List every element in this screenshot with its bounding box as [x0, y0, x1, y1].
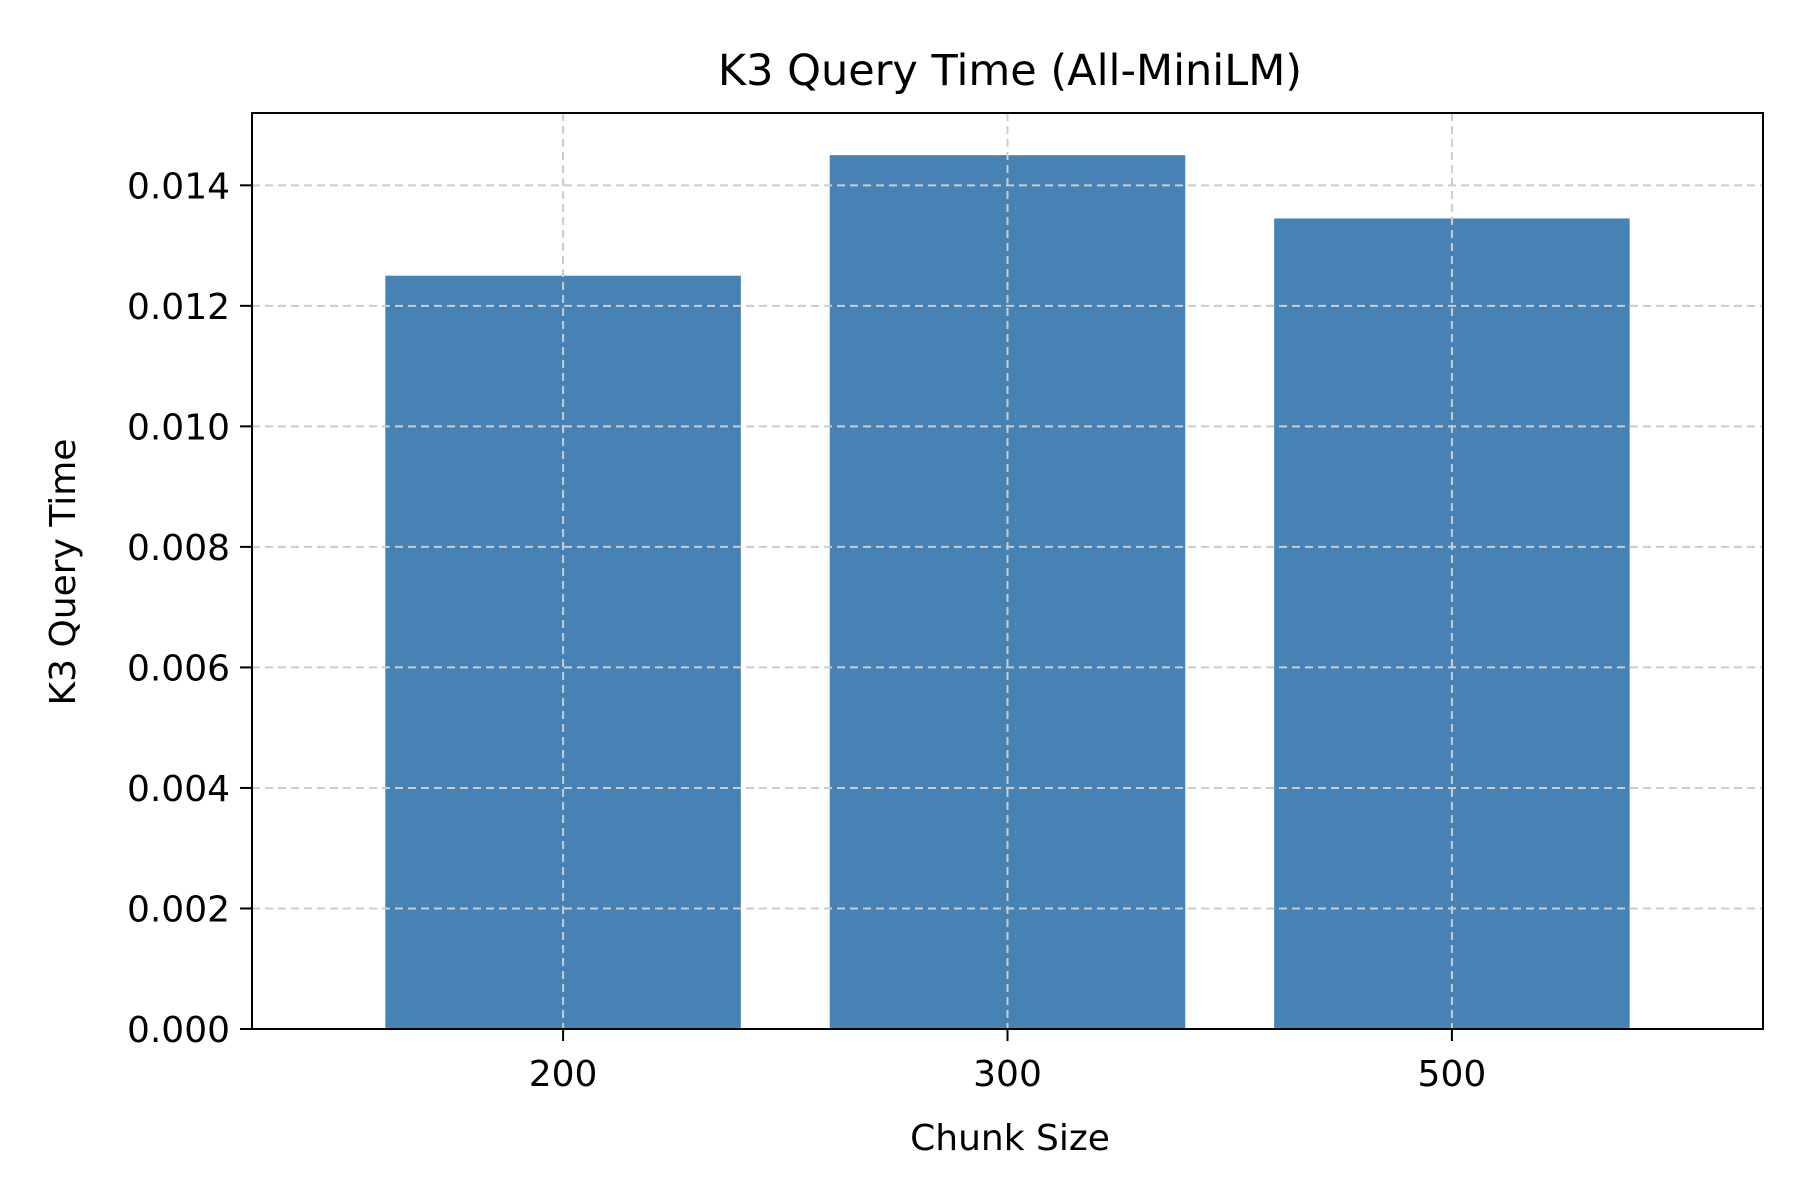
y-tick-label: 0.006: [127, 648, 230, 689]
x-tick-label: 300: [973, 1054, 1042, 1095]
x-axis-ticks: 200 300 500: [529, 1029, 1487, 1095]
y-tick-label: 0.012: [127, 287, 230, 328]
y-axis-label: K3 Query Time: [43, 439, 84, 706]
y-axis-ticks: 0.000 0.002 0.004 0.006 0.008 0.010 0.012 0.014: [127, 166, 252, 1051]
chart-title: K3 Query Time (All-MiniLM): [718, 46, 1302, 96]
y-tick-label: 0.002: [127, 889, 230, 930]
x-tick-label: 500: [1418, 1054, 1487, 1095]
y-tick-label: 0.008: [127, 528, 230, 569]
y-tick-label: 0.014: [127, 166, 230, 207]
y-tick-label: 0.000: [127, 1010, 230, 1051]
x-tick-label: 200: [529, 1054, 598, 1095]
y-tick-label: 0.004: [127, 769, 230, 810]
x-axis-label: Chunk Size: [910, 1118, 1110, 1159]
y-tick-label: 0.010: [127, 407, 230, 448]
